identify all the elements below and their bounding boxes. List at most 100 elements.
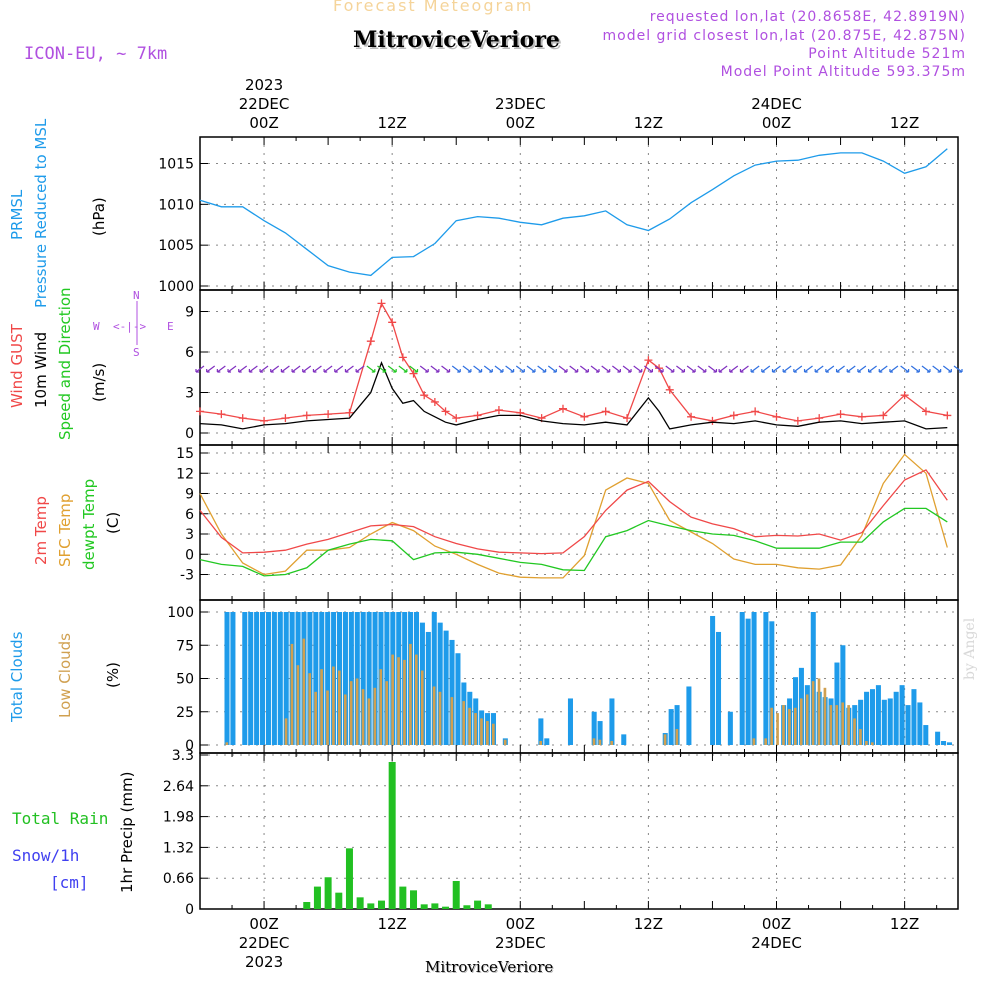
rain-bar bbox=[367, 903, 375, 909]
low-cloud-bar bbox=[491, 723, 495, 745]
low-cloud-bar bbox=[379, 669, 383, 745]
total-cloud-bar bbox=[544, 738, 550, 745]
gust-marker bbox=[665, 385, 674, 394]
y-tick-label: 3 bbox=[185, 386, 194, 402]
low-cloud-bar bbox=[610, 741, 614, 745]
low-cloud-bar bbox=[284, 718, 288, 745]
top-time-label: 00Z bbox=[762, 114, 791, 132]
wind-dir-arrow bbox=[729, 365, 739, 373]
wind-dir-arrow bbox=[366, 365, 376, 373]
wind-dir-arrow bbox=[900, 365, 910, 373]
wind-dir-arrow bbox=[355, 365, 365, 373]
model-label: ICON-EU, ~ 7km bbox=[24, 44, 168, 64]
total-cloud-bar bbox=[425, 631, 431, 745]
total-cloud-bar bbox=[271, 612, 277, 745]
wind-dir-arrow bbox=[910, 365, 920, 373]
gust-marker bbox=[377, 299, 386, 308]
precip-label-1: Total Rain bbox=[12, 809, 109, 828]
compass-west: W bbox=[93, 320, 100, 333]
y-tick-label: 25 bbox=[176, 705, 194, 721]
wind-dir-arrow bbox=[312, 365, 322, 373]
total-cloud-bar bbox=[864, 691, 870, 745]
closest-lonlat: model grid closest lon,lat (20.875E, 42.… bbox=[602, 28, 966, 44]
y-tick-label: 0 bbox=[185, 426, 194, 442]
total-cloud-bar bbox=[840, 645, 846, 745]
rain-bar bbox=[452, 881, 460, 909]
wind-dir-arrow bbox=[846, 365, 856, 373]
total-cloud-bar bbox=[242, 612, 248, 745]
low-cloud-bar bbox=[835, 705, 839, 745]
total-cloud-bar bbox=[224, 612, 230, 745]
top-time-label: 2023 bbox=[245, 76, 283, 94]
low-cloud-bar bbox=[225, 742, 229, 745]
total-cloud-bar bbox=[893, 691, 899, 745]
y-tick-label: 1005 bbox=[158, 238, 194, 254]
gust-marker bbox=[430, 397, 439, 406]
wind-dir-arrow bbox=[515, 365, 525, 373]
rain-bar bbox=[335, 892, 343, 909]
total-cloud-bar bbox=[455, 653, 461, 745]
low-cloud-bar bbox=[326, 690, 329, 745]
gust-marker bbox=[655, 364, 664, 373]
wind-dir-arrow bbox=[665, 365, 675, 373]
low-cloud-bar bbox=[296, 665, 300, 745]
wind-dir-arrow bbox=[547, 365, 557, 373]
low-cloud-bar bbox=[592, 738, 596, 745]
total-cloud-bar bbox=[348, 612, 354, 745]
y-tick-label: 6 bbox=[185, 507, 194, 523]
wind-dir-arrow bbox=[259, 365, 269, 373]
low-cloud-bar bbox=[438, 691, 442, 745]
y-tick-label: 50 bbox=[176, 672, 194, 688]
gust-marker bbox=[420, 391, 429, 400]
low-cloud-bar bbox=[870, 742, 874, 745]
low-cloud-bar bbox=[290, 643, 294, 745]
compass-we-arrow: <-|-> bbox=[113, 320, 147, 333]
total-cloud-bar bbox=[674, 705, 680, 745]
low-cloud-bar bbox=[343, 694, 347, 745]
rain-bar bbox=[356, 897, 364, 909]
station-title: MitroviceVeriore bbox=[353, 27, 560, 53]
wind-dir-arrow bbox=[793, 365, 803, 373]
total-cloud-bar bbox=[449, 639, 455, 745]
rain-bar bbox=[463, 905, 471, 909]
low-cloud-bar bbox=[811, 681, 815, 745]
wind-dir-arrow bbox=[750, 365, 760, 373]
total-cloud-bar bbox=[538, 718, 544, 745]
wind-dir-arrow bbox=[441, 365, 451, 373]
total-cloud-bar bbox=[609, 698, 615, 745]
low-cloud-bar bbox=[752, 738, 756, 745]
y-tick-label: 2.64 bbox=[163, 779, 194, 795]
wind-dir-arrow bbox=[932, 365, 942, 373]
y-tick-label: 1000 bbox=[158, 279, 194, 295]
low-cloud-bar bbox=[503, 739, 507, 745]
sfc-temp-line bbox=[199, 453, 948, 579]
dewpt-line bbox=[199, 507, 948, 577]
y-tick-label: -3 bbox=[180, 568, 194, 584]
low-cloud-bar bbox=[308, 673, 312, 745]
low-cloud-bar bbox=[841, 702, 845, 745]
wind-dir-arrow bbox=[270, 365, 280, 373]
gust-marker bbox=[441, 407, 450, 416]
low-cloud-bar bbox=[598, 739, 602, 745]
gust-line bbox=[199, 301, 948, 422]
top-time-label: 22DEC bbox=[239, 95, 290, 113]
wind-dir-arrow bbox=[206, 365, 216, 373]
gust-marker bbox=[302, 411, 311, 420]
low-cloud-bar bbox=[539, 741, 543, 745]
total-cloud-bar bbox=[941, 741, 947, 745]
gust-marker bbox=[398, 353, 407, 362]
total-cloud-bar bbox=[360, 612, 366, 745]
y-tick-label: 3 bbox=[185, 527, 194, 543]
rain-bar bbox=[431, 903, 439, 909]
rain-bar bbox=[324, 877, 332, 909]
panel-frame bbox=[199, 444, 959, 601]
wind-dir-arrow bbox=[430, 365, 440, 373]
bottom-time-label: 12Z bbox=[377, 915, 406, 933]
gust-marker bbox=[473, 411, 482, 420]
wind-dir-arrow bbox=[473, 365, 483, 373]
wind-dir-arrow bbox=[291, 365, 301, 373]
wind-dir-arrow bbox=[921, 365, 931, 373]
y-tick-label: 15 bbox=[176, 446, 194, 462]
top-time-label: 12Z bbox=[634, 114, 663, 132]
